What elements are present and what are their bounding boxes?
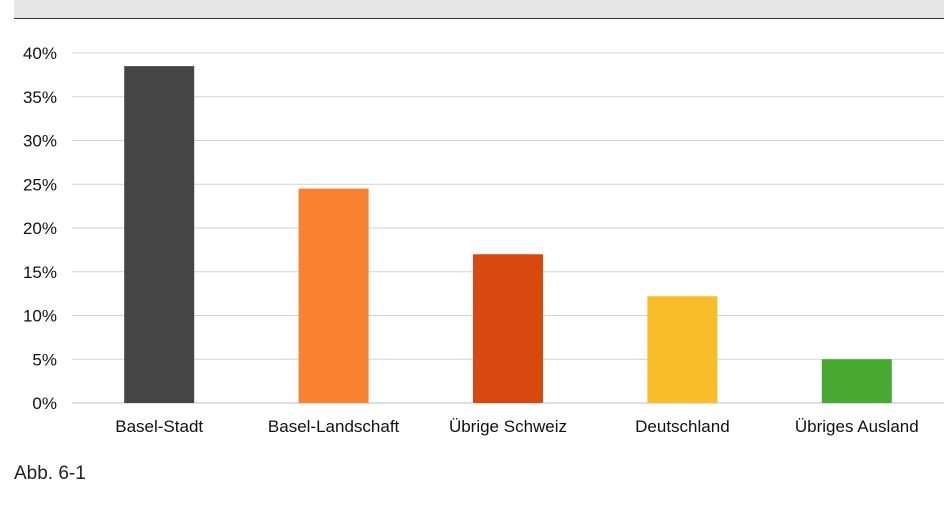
y-tick-label: 20%	[23, 219, 57, 238]
bar	[473, 254, 543, 403]
y-tick-label: 10%	[23, 307, 57, 326]
x-category-label: Deutschland	[635, 417, 730, 436]
y-tick-label: 15%	[23, 263, 57, 282]
y-tick-label: 5%	[32, 350, 57, 369]
top-bar	[14, 0, 944, 19]
bar-chart: 0%5%10%15%20%25%30%35%40% Basel-Stadt Bas…	[23, 44, 944, 436]
y-tick-label: 0%	[32, 394, 57, 413]
y-tick-label: 40%	[23, 44, 57, 63]
y-tick-label: 25%	[23, 175, 57, 194]
y-tick-labels: 0% 5% 10% 15% 20% 25% 30% 35% 40%	[23, 44, 57, 413]
y-tick-label: 30%	[23, 132, 57, 151]
x-category-label: Basel-Landschaft	[268, 417, 400, 436]
bar	[647, 296, 718, 403]
bar	[821, 359, 892, 403]
bar	[298, 188, 369, 403]
x-category-label: Basel-Stadt	[115, 417, 203, 436]
x-category-label: Übriges Ausland	[795, 417, 919, 436]
x-category-label: Übrige Schweiz	[449, 417, 567, 436]
bars	[124, 66, 892, 403]
x-category-labels: Basel-Stadt Basel-Landschaft Übrige Schwei…	[115, 417, 918, 436]
y-tick-label: 35%	[23, 88, 57, 107]
figure-caption: Abb. 6-1	[14, 463, 86, 484]
bar	[124, 66, 195, 403]
